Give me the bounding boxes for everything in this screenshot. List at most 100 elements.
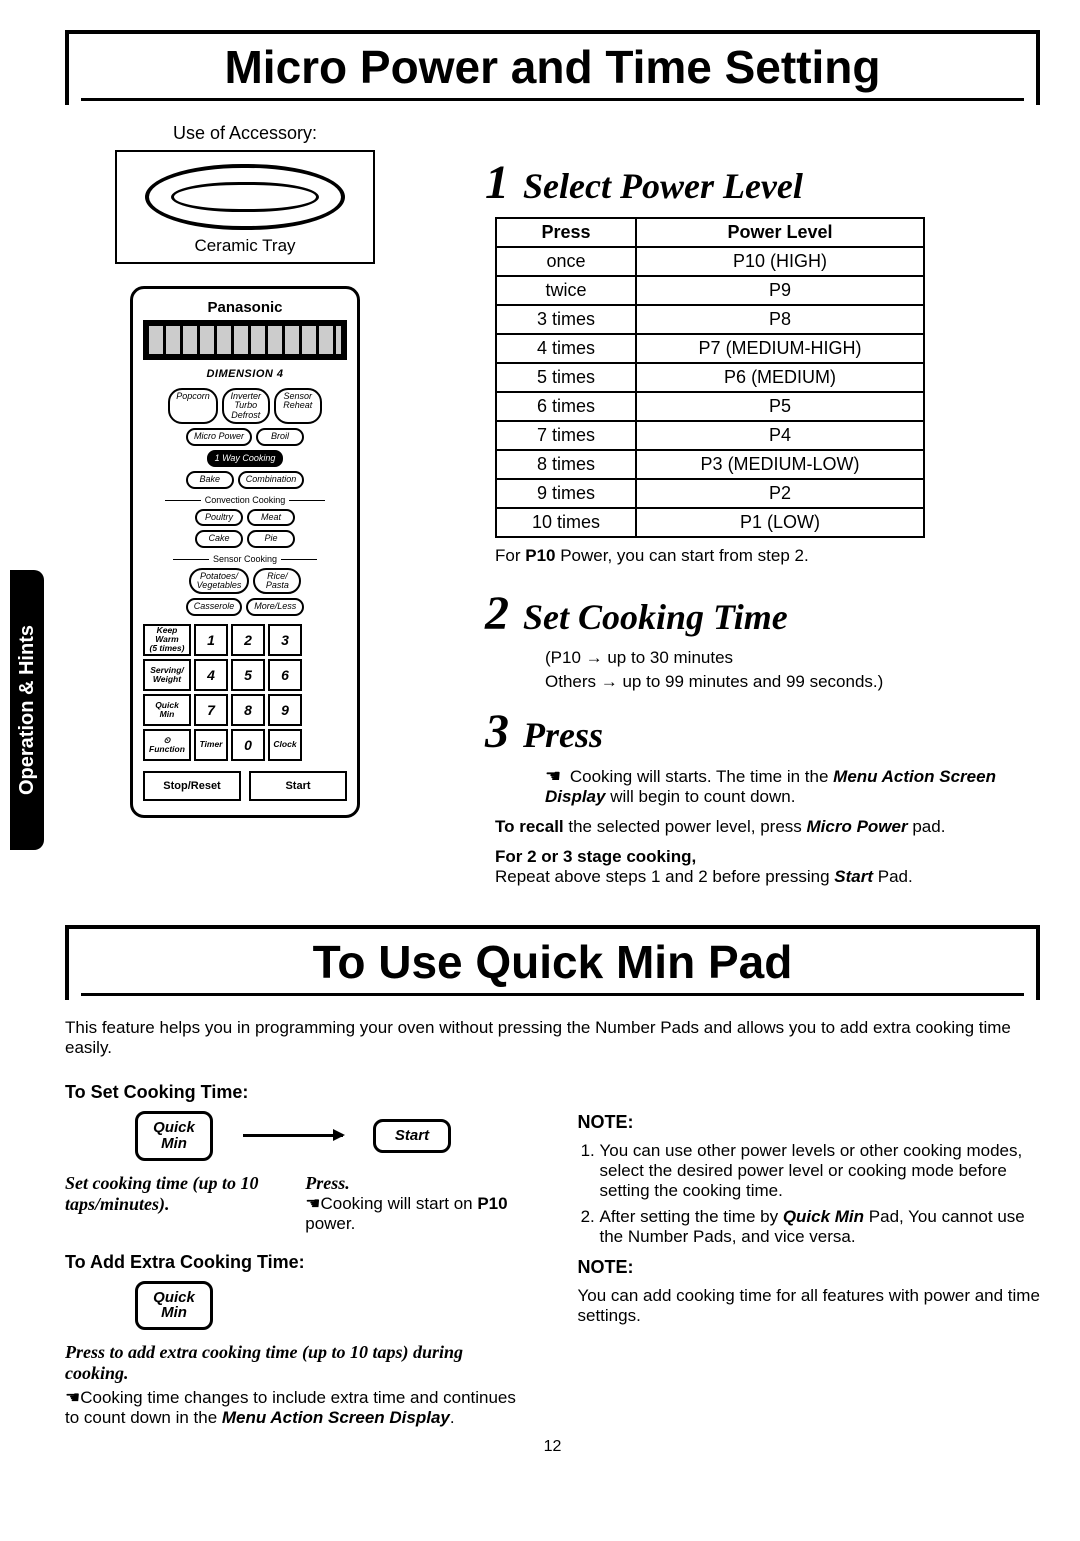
pad-meat[interactable]: Meat — [247, 509, 295, 526]
pad-1way[interactable]: 1 Way Cooking — [207, 450, 284, 467]
qm-add-head: To Add Extra Cooking Time: — [65, 1252, 528, 1273]
key-9[interactable]: 9 — [268, 694, 302, 726]
qm-note2-head: NOTE: — [578, 1257, 1041, 1278]
qm-add-text: Press to add extra cooking time (up to 1… — [65, 1342, 528, 1384]
table-row: 9 timesP2 — [496, 479, 924, 508]
key-8[interactable]: 8 — [231, 694, 265, 726]
ceramic-tray-figure: Ceramic Tray — [115, 150, 375, 264]
key-3[interactable]: 3 — [268, 624, 302, 656]
keypad: Keep Warm (5 times) 1 2 3 Serving/ Weigh… — [143, 624, 347, 761]
key-serving[interactable]: Serving/ Weight — [143, 659, 191, 691]
pad-potatoes[interactable]: Potatoes/ Vegetables — [189, 568, 250, 595]
table-row: 5 timesP6 (MEDIUM) — [496, 363, 924, 392]
table-row: twiceP9 — [496, 276, 924, 305]
step2-line2: Others → up to 99 minutes and 99 seconds… — [545, 672, 1040, 692]
step3-number: 3 — [485, 708, 509, 756]
qm-press-block: Press. ☚Cooking will start on P10 power. — [305, 1173, 527, 1234]
qm-set-head: To Set Cooking Time: — [65, 1082, 528, 1103]
table-row: 4 timesP7 (MEDIUM-HIGH) — [496, 334, 924, 363]
key-6[interactable]: 6 — [268, 659, 302, 691]
pad-micro-power[interactable]: Micro Power — [186, 428, 252, 445]
table-row: 8 timesP3 (MEDIUM-LOW) — [496, 450, 924, 479]
pad-inverter-defrost[interactable]: Inverter Turbo Defrost — [222, 388, 270, 424]
right-column: 1 Select Power Level Press Power Level o… — [485, 123, 1040, 897]
pointer-icon: ☚ — [545, 766, 561, 786]
qm-note1-list: You can use other power levels or other … — [600, 1141, 1041, 1247]
pad-broil[interactable]: Broil — [256, 428, 304, 445]
side-tab: Operation & Hints — [10, 570, 44, 850]
pad-poultry[interactable]: Poultry — [195, 509, 243, 526]
pad-casserole[interactable]: Casserole — [186, 598, 243, 615]
qm-intro: This feature helps you in programming yo… — [65, 1018, 1040, 1058]
pad-pie[interactable]: Pie — [247, 530, 295, 547]
key-2[interactable]: 2 — [231, 624, 265, 656]
page-number: 12 — [65, 1438, 1040, 1456]
step2-number: 2 — [485, 590, 509, 638]
pad-moreless[interactable]: More/Less — [246, 598, 304, 615]
key-0[interactable]: 0 — [231, 729, 265, 761]
pointer-icon: ☚ — [305, 1194, 320, 1213]
arrow-icon — [243, 1134, 343, 1137]
th-power: Power Level — [636, 218, 924, 247]
step3-p3: For 2 or 3 stage cooking, Repeat above s… — [495, 847, 1040, 887]
qm-quick-pad-2[interactable]: Quick Min — [135, 1281, 213, 1331]
qm-add-sub: ☚Cooking time changes to include extra t… — [65, 1388, 528, 1428]
qm-right: NOTE: You can use other power levels or … — [578, 1072, 1041, 1428]
th-press: Press — [496, 218, 636, 247]
pad-sensor-reheat[interactable]: Sensor Reheat — [274, 388, 322, 424]
step1-number: 1 — [485, 159, 509, 207]
key-4[interactable]: 4 — [194, 659, 228, 691]
section1-title: Micro Power and Time Setting — [65, 30, 1040, 105]
tray-icon — [145, 164, 345, 230]
step2-line1: (P10 → up to 30 minutes — [545, 648, 1040, 668]
step3-p2: To recall the selected power level, pres… — [495, 817, 1040, 837]
section2-title: To Use Quick Min Pad — [65, 925, 1040, 1000]
qm-note1-item1: You can use other power levels or other … — [600, 1141, 1041, 1201]
accessory-heading: Use of Accessory: — [65, 123, 425, 144]
key-1[interactable]: 1 — [194, 624, 228, 656]
key-quickmin[interactable]: Quick Min — [143, 694, 191, 726]
qm-start-pad[interactable]: Start — [373, 1119, 451, 1153]
step3-title: Press — [523, 714, 603, 756]
pad-bake[interactable]: Bake — [186, 471, 234, 488]
pad-rice[interactable]: Rice/ Pasta — [253, 568, 301, 595]
step2-title: Set Cooking Time — [523, 596, 788, 638]
key-timer[interactable]: Timer — [194, 729, 228, 761]
qm-quick-pad[interactable]: Quick Min — [135, 1111, 213, 1161]
control-panel: Panasonic DIMENSION 4 Popcorn Inverter T… — [130, 286, 360, 818]
sensor-label: Sensor Cooking — [143, 554, 347, 564]
key-start[interactable]: Start — [249, 771, 347, 801]
step1-footnote: For P10 Power, you can start from step 2… — [495, 546, 1040, 566]
pointer-icon: ☚ — [65, 1388, 80, 1407]
key-function[interactable]: ⏲ Function — [143, 729, 191, 761]
key-clock[interactable]: Clock — [268, 729, 302, 761]
table-row: 6 timesP5 — [496, 392, 924, 421]
table-row: 10 timesP1 (LOW) — [496, 508, 924, 537]
table-row: onceP10 (HIGH) — [496, 247, 924, 276]
side-tab-label: Operation & Hints — [16, 625, 39, 795]
qm-set-text: Set cooking time (up to 10 taps/minutes)… — [65, 1173, 287, 1234]
qm-press: Press. — [305, 1173, 527, 1194]
left-column: Use of Accessory: Ceramic Tray Panasonic… — [65, 123, 425, 897]
step3-p1: ☚ Cooking will starts. The time in the M… — [545, 766, 1040, 807]
qm-note1-head: NOTE: — [578, 1112, 1041, 1133]
key-keepwarm[interactable]: Keep Warm (5 times) — [143, 624, 191, 656]
qm-note2-text: You can add cooking time for all feature… — [578, 1286, 1041, 1326]
brand-label: Panasonic — [143, 299, 347, 316]
key-7[interactable]: 7 — [194, 694, 228, 726]
conv-label: Convection Cooking — [143, 495, 347, 505]
table-row: 3 timesP8 — [496, 305, 924, 334]
qm-left: To Set Cooking Time: Quick Min Start Set… — [65, 1072, 528, 1428]
key-stop-reset[interactable]: Stop/Reset — [143, 771, 241, 801]
table-row: 7 timesP4 — [496, 421, 924, 450]
key-5[interactable]: 5 — [231, 659, 265, 691]
qm-note1-item2: After setting the time by Quick Min Pad,… — [600, 1207, 1041, 1247]
panel-display — [143, 320, 347, 360]
tray-label: Ceramic Tray — [127, 236, 363, 256]
pad-cake[interactable]: Cake — [195, 530, 243, 547]
model-label: DIMENSION 4 — [143, 368, 347, 380]
power-level-table: Press Power Level onceP10 (HIGH)twiceP93… — [495, 217, 925, 538]
step1-title: Select Power Level — [523, 165, 803, 207]
pad-combination[interactable]: Combination — [238, 471, 305, 488]
pad-popcorn[interactable]: Popcorn — [168, 388, 218, 424]
